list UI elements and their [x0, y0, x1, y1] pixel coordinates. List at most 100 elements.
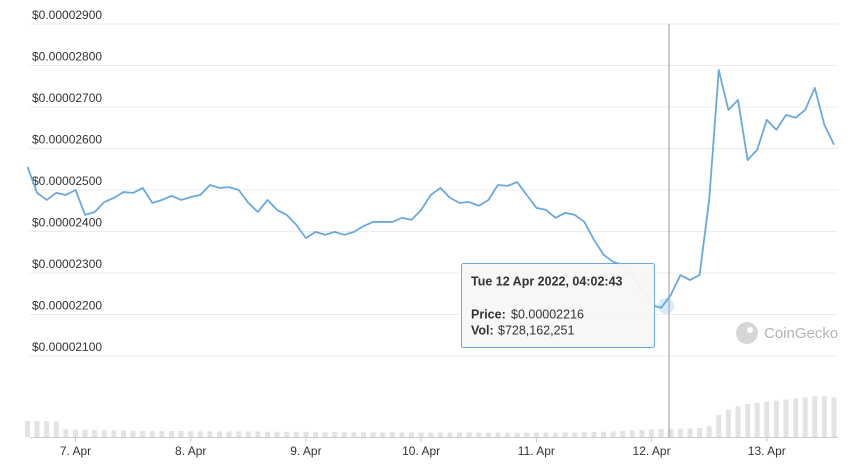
volume-bar — [524, 432, 530, 437]
volume-bar — [428, 432, 434, 437]
volume-bar — [34, 421, 40, 437]
volume-bar — [514, 432, 520, 437]
volume-bar — [591, 432, 597, 437]
volume-bar — [111, 430, 117, 437]
volume-bar — [754, 402, 760, 437]
volume-bar — [505, 432, 511, 437]
volume-bar — [562, 432, 568, 437]
volume-bar — [245, 431, 251, 437]
volume-bar — [140, 430, 146, 437]
volume-bar — [121, 430, 127, 437]
volume-bar — [553, 432, 559, 437]
volume-bar — [293, 431, 299, 437]
volume-bar — [812, 396, 818, 437]
volume-bar — [725, 409, 731, 437]
volume-bar — [53, 421, 59, 437]
volume-bar — [572, 432, 578, 437]
volume-bar — [495, 432, 501, 437]
y-tick-label: $0.00002400 — [32, 216, 102, 230]
volume-bar — [639, 429, 645, 437]
volume-bar — [658, 428, 664, 437]
volume-bar — [265, 431, 271, 437]
y-tick-label: $0.00002300 — [32, 257, 102, 271]
x-tick-label: 10. Apr — [402, 444, 440, 458]
volume-bar — [783, 399, 789, 437]
volume-bar — [341, 432, 347, 437]
volume-bar — [351, 432, 357, 437]
volume-bar — [821, 396, 827, 437]
watermark-eye — [747, 327, 753, 333]
volume-bar — [457, 432, 463, 437]
x-tick-label: 8. Apr — [175, 444, 206, 458]
y-tick-label: $0.00002500 — [32, 174, 102, 188]
volume-bar — [745, 404, 751, 437]
tooltip: Tue 12 Apr 2022, 04:02:43 Price: $0.0000… — [461, 263, 655, 348]
volume-bar — [668, 428, 674, 437]
volume-bar — [101, 430, 107, 437]
volume-bar — [380, 432, 386, 437]
volume-bar — [197, 431, 203, 437]
y-tick-label: $0.00002600 — [32, 133, 102, 147]
volume-bar — [178, 431, 184, 437]
volume-bar — [284, 431, 290, 437]
volume-bar — [188, 431, 194, 437]
volume-layer — [25, 396, 837, 437]
volume-bar — [130, 430, 136, 437]
volume-bar — [677, 428, 683, 437]
tooltip-vol-label: Vol: — [471, 323, 494, 337]
y-tick-label: $0.00002100 — [32, 340, 102, 354]
hover-halo — [658, 298, 674, 314]
x-tick-label: 7. Apr — [60, 444, 91, 458]
volume-bar — [207, 431, 213, 437]
volume-bar — [236, 431, 242, 437]
volume-bar — [255, 431, 261, 437]
volume-bar — [313, 432, 319, 437]
volume-bar — [793, 398, 799, 437]
volume-bar — [409, 432, 415, 437]
line-layer — [26, 69, 835, 309]
volume-bar — [44, 421, 50, 437]
volume-bar — [399, 432, 405, 437]
volume-bar — [63, 429, 69, 437]
volume-bar — [274, 431, 280, 437]
volume-bar — [649, 429, 655, 437]
volume-bar — [370, 432, 376, 437]
y-tick-label: $0.00002200 — [32, 299, 102, 313]
volume-bar — [485, 432, 491, 437]
x-tick-label: 9. Apr — [290, 444, 321, 458]
tooltip-title: Tue 12 Apr 2022, 04:02:43 — [471, 274, 623, 288]
volume-bar — [687, 428, 693, 437]
volume-bar — [389, 432, 395, 437]
watermark-text: CoinGecko — [764, 325, 838, 342]
volume-bar — [706, 426, 712, 437]
volume-bar — [217, 431, 223, 437]
x-tick-label: 13. Apr — [748, 444, 786, 458]
x-tick-label: 11. Apr — [518, 444, 555, 458]
volume-bar — [437, 432, 443, 437]
volume-bar — [629, 430, 635, 437]
volume-bar — [332, 432, 338, 437]
tooltip-box — [461, 263, 655, 348]
y-tick-label: $0.00002800 — [32, 50, 102, 64]
volume-bar — [418, 432, 424, 437]
volume-bar — [226, 431, 232, 437]
volume-bar — [73, 429, 79, 437]
volume-bar — [322, 432, 328, 437]
volume-bar — [447, 432, 453, 437]
volume-bar — [25, 421, 30, 437]
volume-bar — [610, 431, 616, 437]
volume-bar — [581, 432, 587, 437]
volume-bar — [159, 430, 165, 437]
volume-bar — [831, 397, 837, 437]
volume-bar — [476, 432, 482, 437]
volume-bar — [697, 427, 703, 437]
watermark: CoinGecko — [736, 322, 838, 344]
volume-bar — [466, 432, 472, 437]
volume-bar — [82, 429, 88, 437]
volume-bar — [735, 406, 741, 437]
tooltip-vol: $728,162,251 — [498, 323, 575, 337]
price-line — [26, 69, 835, 309]
volume-bar — [601, 431, 607, 437]
volume-bar — [620, 430, 626, 437]
